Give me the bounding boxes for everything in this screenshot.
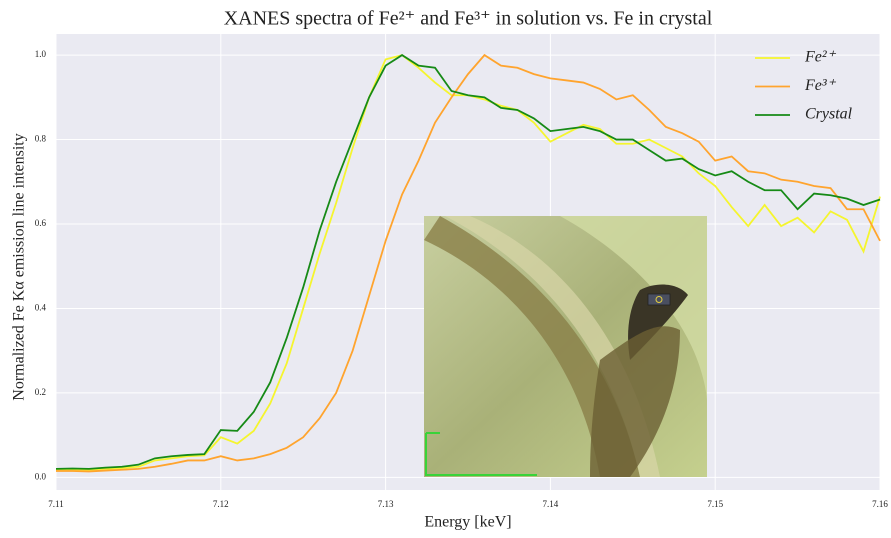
y-tick-label: 0.0 xyxy=(35,471,47,481)
y-tick-label: 1.0 xyxy=(35,49,47,59)
x-tick-label: 7.13 xyxy=(378,499,394,509)
legend-label: Fe²⁺ xyxy=(804,49,837,66)
chart-title: XANES spectra of Fe²⁺ and Fe³⁺ in soluti… xyxy=(224,8,713,30)
y-tick-label: 0.2 xyxy=(35,387,46,397)
series-line xyxy=(56,53,881,473)
x-tick-label: 7.16 xyxy=(872,499,888,509)
y-tick-label: 0.8 xyxy=(35,134,47,144)
legend-label: Fe³⁺ xyxy=(804,77,837,94)
x-tick-label: 7.15 xyxy=(707,499,723,509)
y-axis-label: Normalized Fe Kα emission line intensity xyxy=(11,133,28,400)
y-tick-label: 0.4 xyxy=(35,303,47,313)
x-axis-label: Energy [keV] xyxy=(424,514,511,531)
x-tick-label: 7.14 xyxy=(543,499,559,509)
x-tick-label: 7.11 xyxy=(48,499,63,509)
inset-image xyxy=(424,216,707,477)
x-tick-label: 7.12 xyxy=(213,499,229,509)
legend-label: Crystal xyxy=(805,106,853,123)
y-tick-label: 0.6 xyxy=(35,218,47,228)
series-line xyxy=(55,54,881,470)
